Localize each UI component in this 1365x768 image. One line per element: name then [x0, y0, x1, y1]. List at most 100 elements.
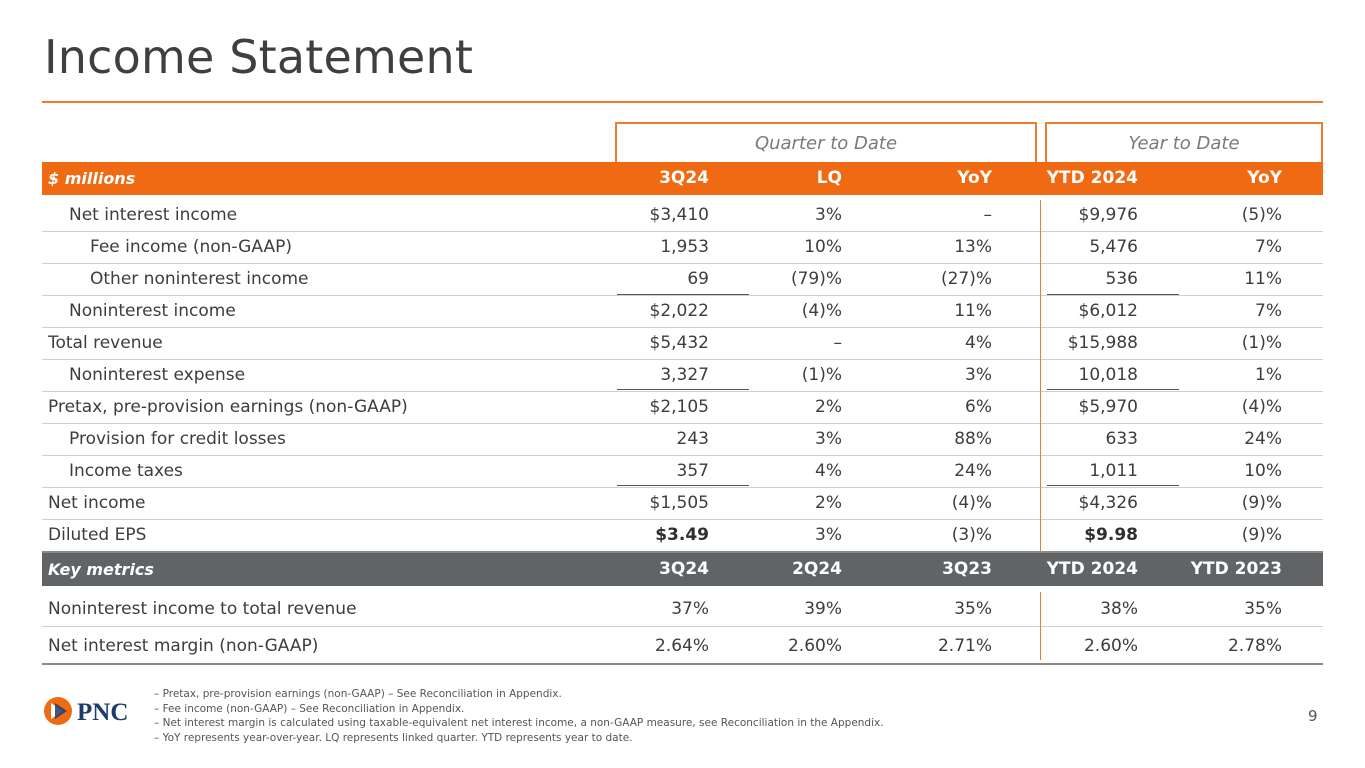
svg-text:PNC: PNC — [77, 699, 128, 726]
cell: 7% — [1255, 237, 1282, 257]
cell: 24% — [954, 461, 992, 481]
group-header-year-to-date: Year to Date — [1045, 122, 1323, 162]
footnote: – Fee income (non-GAAP) – See Reconcilia… — [154, 702, 465, 715]
cell: 3,327 — [660, 365, 709, 385]
cell: 4% — [965, 333, 992, 353]
cell: 4% — [815, 461, 842, 481]
row-label: Other noninterest income — [90, 269, 309, 289]
table-row: Net interest income $3,410 3% – $9,976 (… — [42, 200, 1323, 232]
cell: 2.71% — [937, 636, 992, 656]
cell: 37% — [671, 599, 709, 619]
cell: $9,976 — [1078, 205, 1138, 225]
cell: $5,432 — [649, 333, 709, 353]
cell: 39% — [804, 599, 842, 619]
col-header-3q24: 3Q24 — [659, 559, 709, 579]
key-metrics-label: Key metrics — [48, 560, 154, 579]
cell: 3% — [815, 525, 842, 545]
cell: (3)% — [951, 525, 992, 545]
row-label: Pretax, pre-provision earnings (non-GAAP… — [48, 397, 408, 417]
cell: $2,022 — [649, 301, 709, 321]
cell: 10,018 — [1078, 365, 1138, 385]
cell: 5,476 — [1089, 237, 1138, 257]
table-row: Income taxes 357 4% 24% 1,011 10% — [42, 456, 1323, 488]
cell: $9.98 — [1084, 525, 1138, 545]
cell: 1,953 — [660, 237, 709, 257]
key-metrics-band: Key metrics 3Q24 2Q24 3Q23 YTD 2024 YTD … — [42, 553, 1323, 586]
footnote: – Net interest margin is calculated usin… — [154, 717, 884, 729]
cell: $1,505 — [649, 493, 709, 513]
col-header-3q24: 3Q24 — [659, 168, 709, 188]
cell: 2% — [815, 397, 842, 417]
col-header-yoy: YoY — [957, 168, 992, 188]
cell: (4)% — [801, 301, 842, 321]
cell: 69 — [687, 269, 709, 289]
pnc-logo-icon: PNC — [44, 697, 128, 726]
footnote: – YoY represents year-over-year. LQ repr… — [154, 731, 633, 744]
cell: – — [833, 333, 843, 353]
units-label: $ millions — [48, 169, 136, 188]
row-label: Net income — [48, 493, 146, 513]
cell: $6,012 — [1078, 301, 1138, 321]
pnc-logo: PNC — [42, 695, 144, 727]
cell: (4)% — [951, 493, 992, 513]
cell: 3% — [815, 205, 842, 225]
row-label: Provision for credit losses — [69, 429, 286, 449]
subtotal-underline — [1047, 485, 1179, 486]
cell: 10% — [804, 237, 842, 257]
page-number: 9 — [1308, 707, 1318, 725]
table-row: Noninterest expense 3,327 (1)% 3% 10,018… — [42, 360, 1323, 392]
cell: (9)% — [1241, 525, 1282, 545]
col-header-2q24: 2Q24 — [792, 559, 842, 579]
footnote: – Pretax, pre-provision earnings (non-GA… — [154, 688, 562, 700]
col-header-lq: LQ — [816, 168, 842, 188]
table-row: Diluted EPS $3.49 3% (3)% $9.98 (9)% — [42, 520, 1323, 553]
cell: $3.49 — [655, 525, 709, 545]
cell: 88% — [954, 429, 992, 449]
row-label: Diluted EPS — [48, 525, 147, 545]
table-row: Fee income (non-GAAP) 1,953 10% 13% 5,47… — [42, 232, 1323, 264]
cell: (1)% — [801, 365, 842, 385]
subtotal-underline — [1047, 294, 1179, 295]
cell: $4,326 — [1078, 493, 1138, 513]
row-label: Noninterest income to total revenue — [48, 599, 357, 619]
cell: 24% — [1244, 429, 1282, 449]
table-row: Provision for credit losses 243 3% 88% 6… — [42, 424, 1323, 456]
cell: 38% — [1100, 599, 1138, 619]
column-divider — [1040, 200, 1041, 552]
row-label: Income taxes — [69, 461, 183, 481]
col-header-ytd-2024: YTD 2024 — [1046, 168, 1138, 188]
row-label: Noninterest income — [69, 301, 236, 321]
cell: 35% — [954, 599, 992, 619]
cell: 11% — [954, 301, 992, 321]
cell: $3,410 — [649, 205, 709, 225]
cell: $15,988 — [1067, 333, 1138, 353]
row-label: Fee income (non-GAAP) — [90, 237, 292, 257]
group-header-quarter-to-date: Quarter to Date — [615, 122, 1037, 162]
cell: (4)% — [1241, 397, 1282, 417]
subtotal-underline — [617, 389, 749, 390]
cell: (1)% — [1241, 333, 1282, 353]
subtotal-underline — [617, 485, 749, 486]
cell: 2.78% — [1227, 636, 1282, 656]
table-row: Total revenue $5,432 – 4% $15,988 (1)% — [42, 328, 1323, 360]
cell: 7% — [1255, 301, 1282, 321]
table-row: Net income $1,505 2% (4)% $4,326 (9)% — [42, 488, 1323, 520]
cell: (9)% — [1241, 493, 1282, 513]
cell: 3% — [965, 365, 992, 385]
table-header-band: $ millions 3Q24 LQ YoY YTD 2024 YoY — [42, 162, 1323, 195]
subtotal-underline — [1047, 389, 1179, 390]
column-divider — [1040, 592, 1041, 660]
cell: 536 — [1105, 269, 1138, 289]
cell: 2.60% — [1083, 636, 1138, 656]
cell: 1% — [1255, 365, 1282, 385]
table-row: Net interest margin (non-GAAP) 2.64% 2.6… — [42, 631, 1323, 665]
col-header-ytd-yoy: YoY — [1247, 168, 1282, 188]
cell: 10% — [1244, 461, 1282, 481]
footnotes: – Pretax, pre-provision earnings (non-GA… — [154, 687, 884, 745]
cell: $5,970 — [1078, 397, 1138, 417]
cell: 35% — [1244, 599, 1282, 619]
cell: $2,105 — [649, 397, 709, 417]
col-header-ytd-2023: YTD 2023 — [1190, 559, 1282, 579]
cell: – — [983, 205, 993, 225]
table-row: Noninterest income $2,022 (4)% 11% $6,01… — [42, 296, 1323, 328]
